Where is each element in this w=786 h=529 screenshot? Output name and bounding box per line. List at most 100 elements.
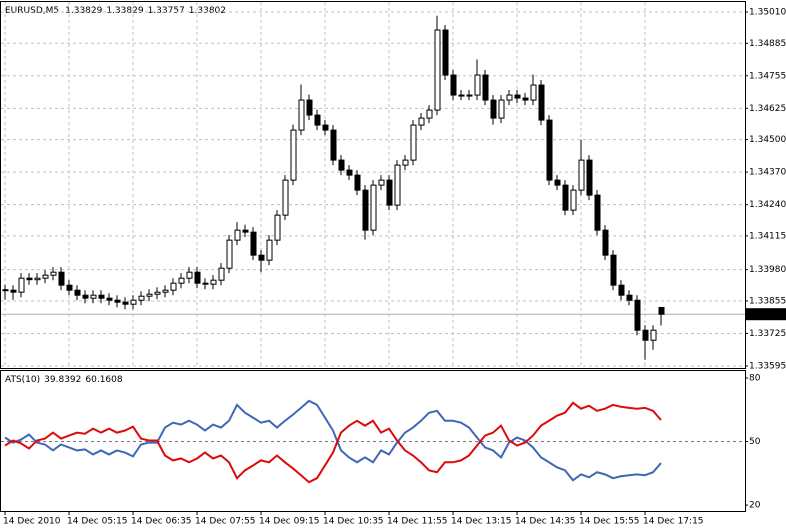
candle-body <box>282 179 289 216</box>
candle-body <box>466 94 473 97</box>
candle-body <box>418 117 425 126</box>
indicator-header: ATS(10) 39.8392 60.1608 <box>5 375 123 385</box>
x-tick-label: 14 Dec 11:55 <box>387 517 448 527</box>
indicator-panel <box>0 370 746 512</box>
y-tick-label: 80 <box>749 373 761 383</box>
candle-body <box>522 97 529 101</box>
x-tick-label: 14 Dec 06:35 <box>131 517 192 527</box>
symbol: EURUSD,M5 <box>5 6 59 16</box>
y-tick-label: 1.34240 <box>749 200 786 210</box>
candle-body <box>346 169 353 176</box>
x-tick-label: 14 Dec 14:35 <box>515 517 576 527</box>
candle-body <box>610 254 617 286</box>
candle-body <box>658 306 665 315</box>
candle-body <box>90 294 97 299</box>
y-tick-label: 1.35010 <box>749 8 786 18</box>
candle-body <box>370 184 377 231</box>
candle-body <box>634 299 641 331</box>
last-red: 60.1608 <box>85 375 122 385</box>
candle-body <box>186 271 193 279</box>
candle-body <box>498 99 505 119</box>
candle-body <box>650 329 657 341</box>
current-price-label: 1.33802 <box>749 310 786 320</box>
candle-body <box>34 277 41 281</box>
y-tick-label: 1.34115 <box>749 231 786 241</box>
candle-body <box>138 295 145 301</box>
candle-body <box>234 229 241 241</box>
candle-body <box>26 277 33 281</box>
candle-body <box>562 184 569 211</box>
candle-body <box>402 159 409 166</box>
candle-body <box>642 329 649 341</box>
candle-body <box>322 124 329 131</box>
indicator-line <box>4 401 662 484</box>
candle-body <box>450 74 457 96</box>
candle-body <box>106 297 113 301</box>
candle-body <box>410 124 417 161</box>
x-tick-label: 14 Dec 17:15 <box>643 517 704 527</box>
candle-body <box>442 29 449 76</box>
candle-body <box>66 284 73 291</box>
indicator-line <box>4 399 662 482</box>
indicator-name: ATS(10) <box>5 375 40 385</box>
candle-body <box>114 299 121 303</box>
candle-body <box>170 282 177 291</box>
candle-body <box>306 99 313 116</box>
last-open: 1.33829 <box>65 6 102 16</box>
candle-body <box>594 194 601 231</box>
candle-body <box>570 189 577 211</box>
candle-body <box>258 254 265 261</box>
x-tick-label: 14 Dec 09:15 <box>259 517 320 527</box>
y-tick-label: 1.34885 <box>749 39 786 49</box>
y-tick-label: 1.33980 <box>749 265 786 275</box>
candle-body <box>18 277 25 293</box>
candle-body <box>474 74 481 96</box>
candle-body <box>154 291 161 295</box>
x-tick-label: 14 Dec 15:55 <box>579 517 640 527</box>
y-tick-label: 1.33595 <box>749 361 786 371</box>
price-header: EURUSD,M5 1.33829 1.33829 1.33757 1.33802 <box>5 6 226 16</box>
candle-body <box>386 179 393 206</box>
candle-body <box>394 164 401 206</box>
candle-body <box>42 274 49 279</box>
candle-body <box>242 229 249 233</box>
y-tick-label: 1.34755 <box>749 71 786 81</box>
candle-body <box>314 114 321 126</box>
candle-body <box>274 214 281 241</box>
candle-body <box>250 231 257 256</box>
candle-body <box>514 94 521 99</box>
candle-body <box>122 301 129 305</box>
y-tick-label: 1.34625 <box>749 104 786 114</box>
candle-body <box>458 94 465 97</box>
last-low: 1.33757 <box>148 6 185 16</box>
candle-body <box>202 282 209 285</box>
y-tick-label: 20 <box>749 501 761 511</box>
candle-body <box>178 277 185 284</box>
candle-body <box>130 299 137 305</box>
candle-body <box>426 109 433 119</box>
candle-body <box>602 229 609 256</box>
x-tick-label: 14 Dec 05:15 <box>67 517 128 527</box>
candle-body <box>530 84 537 101</box>
candle-body <box>506 94 513 101</box>
last-blue: 39.8392 <box>44 375 81 385</box>
candle-body <box>482 74 489 101</box>
candle-body <box>266 239 273 261</box>
candle-body <box>146 293 153 297</box>
candle-body <box>586 159 593 196</box>
candle-body <box>74 289 81 296</box>
candle-body <box>618 284 625 296</box>
candle-body <box>82 294 89 299</box>
candle-body <box>98 294 105 299</box>
y-tick-label: 1.34500 <box>749 135 786 145</box>
candle-body <box>554 179 561 186</box>
candle-body <box>298 99 305 131</box>
candle-body <box>490 99 497 119</box>
candle-body <box>218 267 225 281</box>
candle-body <box>2 289 9 292</box>
candle-body <box>578 159 585 191</box>
candle-body <box>538 84 545 121</box>
candle-body <box>50 271 57 276</box>
